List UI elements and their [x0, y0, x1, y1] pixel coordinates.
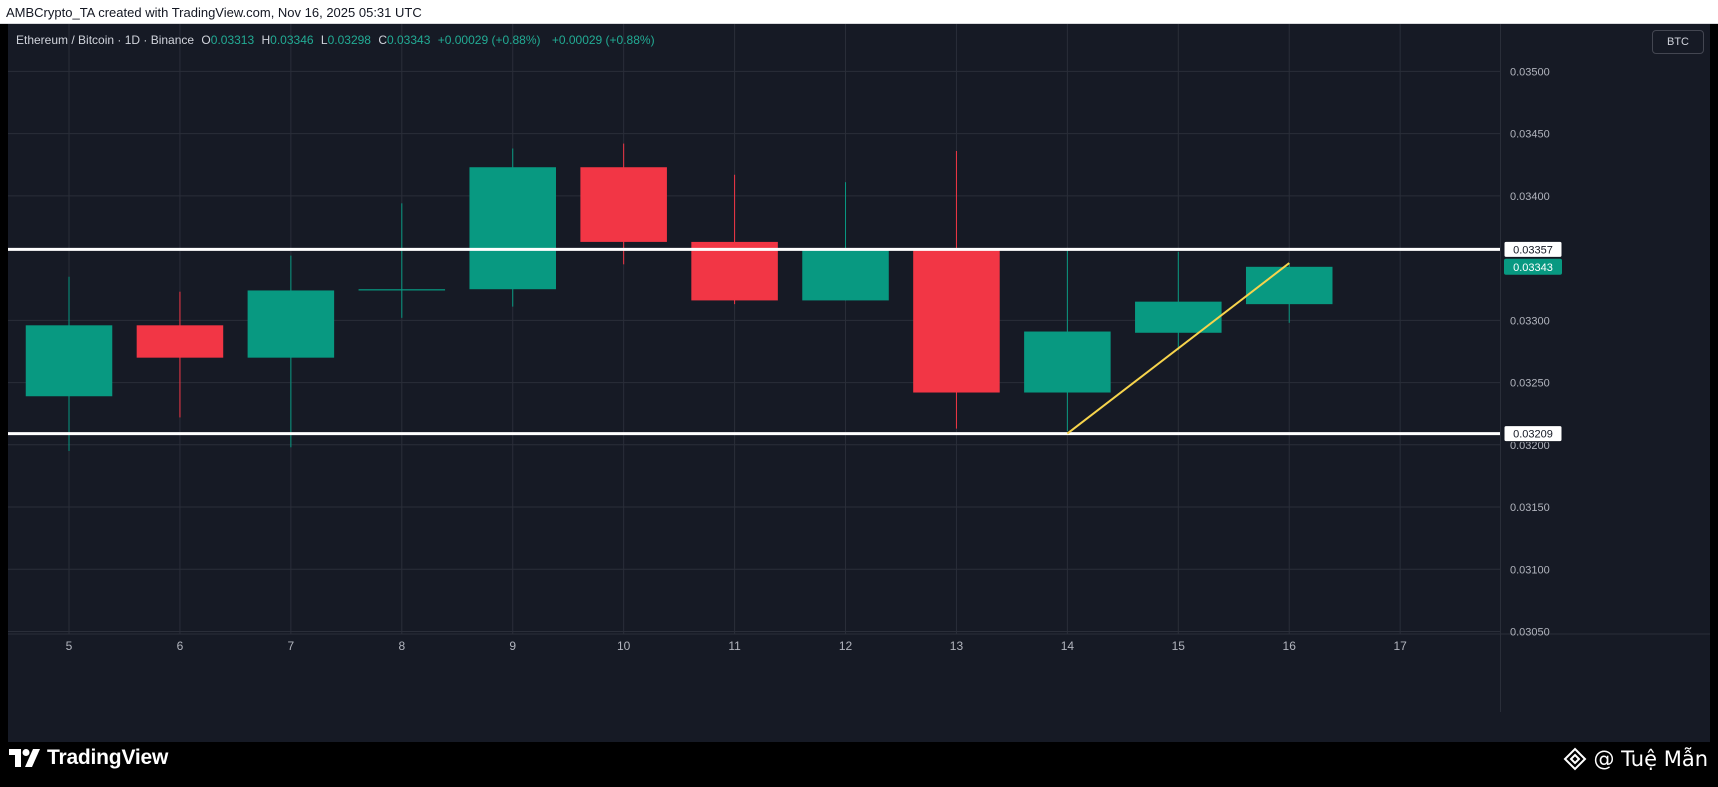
level-price-label: 0.03209	[1513, 429, 1553, 441]
x-tick-label: 11	[728, 639, 741, 653]
y-tick-label: 0.03300	[1510, 315, 1550, 327]
candle-body	[802, 248, 889, 301]
low-value: 0.03298	[327, 33, 371, 47]
caption-text: AMBCrypto_TA created with TradingView.co…	[6, 5, 422, 20]
candle-body	[25, 325, 113, 397]
caption-bar: AMBCrypto_TA created with TradingView.co…	[0, 0, 1718, 24]
tradingview-logo-icon	[9, 749, 40, 767]
currency-button[interactable]: BTC	[1652, 30, 1704, 54]
candle-body	[136, 325, 224, 358]
symbol-legend: Ethereum / Bitcoin · 1D · Binance O0.033…	[16, 33, 655, 47]
close-label: C	[378, 33, 387, 47]
author-watermark: @ Tuệ Mẫn	[1563, 747, 1708, 771]
binance-diamond-icon	[1564, 747, 1587, 771]
candle-body	[1135, 301, 1222, 333]
close-value: 0.03343	[387, 33, 431, 47]
change-value-secondary: +0.00029 (+0.88%)	[551, 33, 655, 47]
level-price-label: 0.03357	[1513, 244, 1553, 256]
x-tick-label: 6	[177, 639, 184, 653]
high-value: 0.03346	[270, 33, 314, 47]
high-label: H	[261, 33, 271, 47]
open-label: O	[201, 33, 211, 47]
x-tick-label: 15	[1172, 639, 1186, 653]
x-tick-label: 8	[398, 639, 405, 653]
y-tick-label: 0.03050	[1510, 627, 1550, 639]
x-tick-label: 17	[1393, 639, 1407, 653]
candlestick-chart[interactable]: 0.03500 0.03450 0.03400 0.03300 0.03250 0.032…	[8, 24, 1710, 742]
level-price-tag	[1503, 425, 1563, 443]
y-tick-label: 0.03250	[1510, 378, 1550, 390]
last-price-label: 0.03343	[1513, 262, 1553, 274]
tradingview-logo-text: TradingView	[47, 746, 169, 769]
tradingview-logo: TradingView	[9, 746, 168, 770]
y-tick-label: 0.03100	[1510, 564, 1550, 576]
x-tick-label: 12	[839, 639, 853, 653]
x-tick-label: 13	[950, 639, 964, 653]
x-tick-label: 9	[509, 639, 516, 653]
x-tick-label: 7	[288, 639, 295, 653]
last-price-tag	[1504, 258, 1562, 275]
symbol-name: Ethereum / Bitcoin · 1D · Binance	[16, 33, 195, 47]
y-tick-label: 0.03400	[1510, 191, 1550, 203]
x-tick-label: 5	[66, 639, 73, 653]
watermark-text: @ Tuệ Mẫn	[1593, 747, 1708, 771]
candle-body	[1024, 331, 1111, 393]
candle-body	[358, 289, 446, 291]
y-tick-label: 0.03200	[1510, 440, 1550, 452]
x-tick-label: 14	[1061, 639, 1075, 653]
open-value: 0.03313	[210, 33, 255, 47]
candle-body	[580, 167, 667, 242]
y-tick-label: 0.03500	[1510, 66, 1550, 78]
change-value: +0.00029 (+0.88%)	[437, 33, 541, 47]
x-tick-label: 16	[1283, 639, 1297, 653]
candle-body	[691, 241, 778, 301]
level-price-tag	[1503, 240, 1563, 258]
ascending-trendline	[1066, 262, 1290, 435]
candle-body	[247, 290, 335, 358]
x-tick-label: 10	[617, 639, 631, 653]
candle-body	[913, 248, 1000, 393]
y-tick-label: 0.03150	[1510, 502, 1550, 514]
low-label: L	[320, 33, 328, 47]
y-tick-label: 0.03450	[1510, 129, 1550, 141]
candle-body	[469, 167, 556, 290]
